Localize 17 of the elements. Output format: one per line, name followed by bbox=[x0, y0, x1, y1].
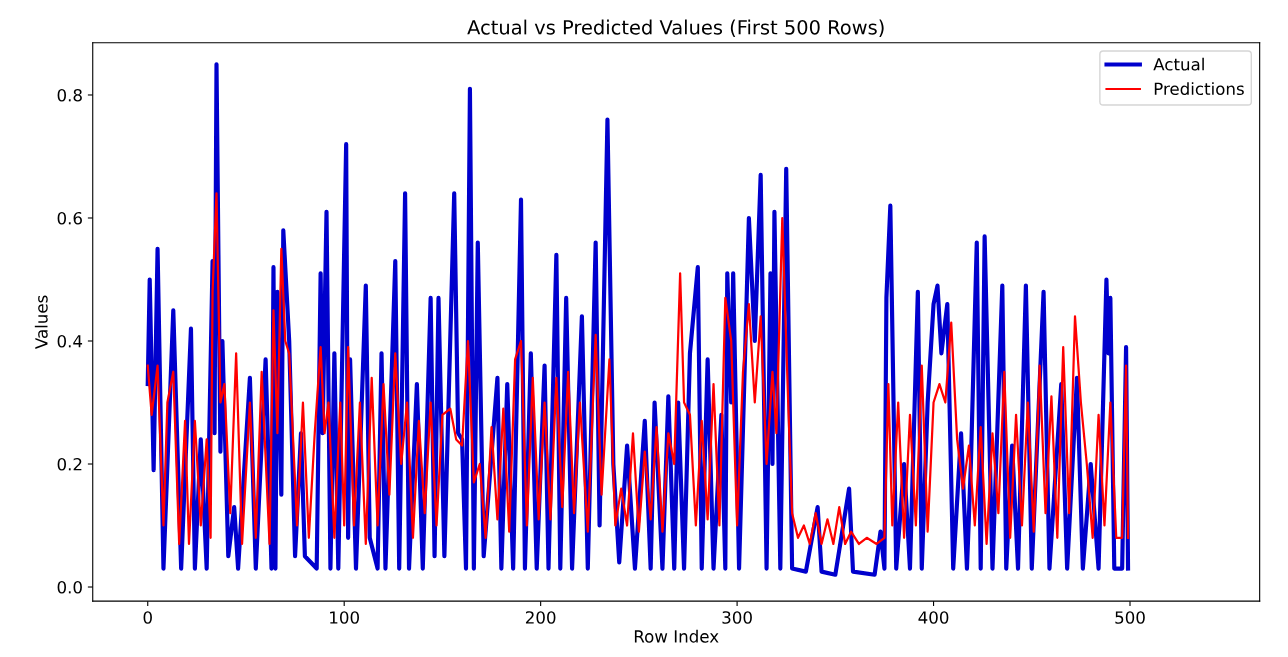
x-axis-title: Row Index bbox=[634, 629, 719, 643]
y-tick-label: 0.0 bbox=[57, 580, 82, 594]
legend-label: Predictions bbox=[1154, 82, 1244, 96]
y-tick-label: 0.6 bbox=[57, 211, 82, 225]
y-tick-label: 0.8 bbox=[57, 88, 82, 102]
y-tick-label: 0.2 bbox=[57, 457, 82, 471]
chart-title: Actual vs Predicted Values (First 500 Rows) bbox=[467, 19, 884, 37]
x-tick-label: 400 bbox=[918, 611, 949, 624]
y-axis-title: Values bbox=[34, 295, 48, 350]
x-tick-label: 0 bbox=[143, 611, 152, 624]
line-series bbox=[146, 192, 1130, 546]
y-tick-label: 0.4 bbox=[57, 334, 83, 348]
x-tick-label: 200 bbox=[525, 611, 556, 624]
x-tick-label: 500 bbox=[1115, 611, 1145, 624]
x-tick-label: 300 bbox=[722, 611, 752, 624]
legend-label: Actual bbox=[1153, 57, 1204, 71]
x-tick-label: 100 bbox=[330, 611, 359, 624]
